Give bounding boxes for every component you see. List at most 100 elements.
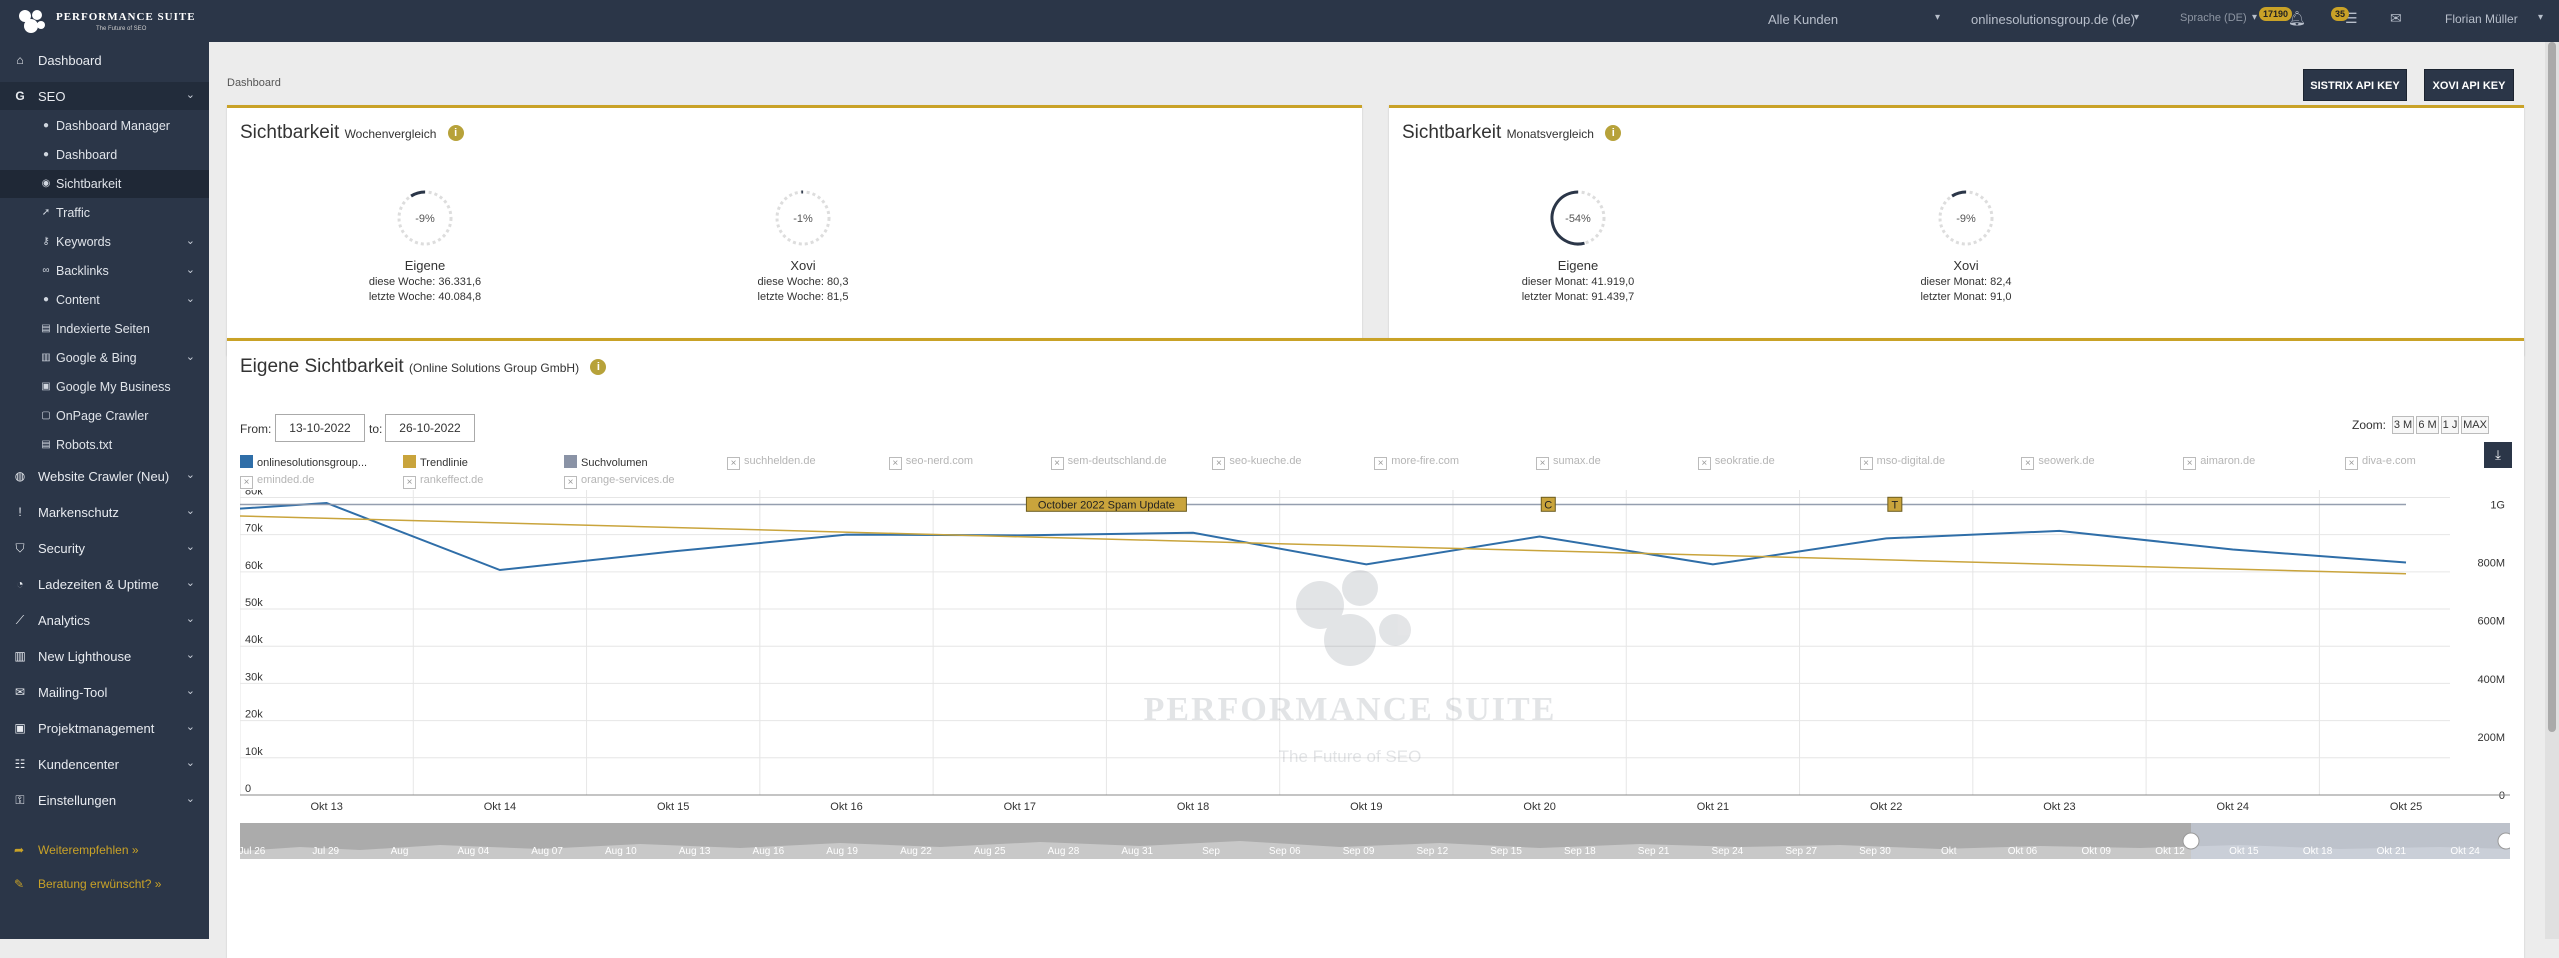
legend-item-inactive[interactable]: × seo-kueche.de bbox=[1212, 455, 1302, 470]
language-select[interactable]: Sprache (DE) bbox=[2180, 12, 2247, 24]
sidebar-item-ladezeiten[interactable]: ◔ Ladezeiten & Uptime ⌄ bbox=[0, 570, 209, 598]
to-label: to: bbox=[369, 422, 383, 436]
sidebar-item-website-crawler[interactable]: ◍ Website Crawler (Neu) ⌄ bbox=[0, 462, 209, 490]
bell-icon[interactable]: 🔔︎ bbox=[2288, 10, 2306, 26]
envelope-icon[interactable]: ✉ bbox=[2390, 10, 2402, 26]
domain-select-chevron-icon[interactable]: ▾ bbox=[2134, 12, 2140, 23]
sidebar-recommend-link[interactable]: ➦ Weiterempfehlen » bbox=[14, 843, 139, 857]
sidebar-item-kundencenter[interactable]: ☷ Kundencenter ⌄ bbox=[0, 750, 209, 778]
from-date-input[interactable]: 13-10-2022 bbox=[275, 414, 365, 442]
legend-item-inactive[interactable]: × seo-nerd.com bbox=[888, 455, 973, 470]
circle-icon: ● bbox=[42, 120, 50, 131]
domain-select[interactable]: onlinesolutionsgroup.de (de) bbox=[1971, 12, 2136, 27]
chart-icon: ▥ bbox=[14, 649, 26, 663]
navigator-label: Aug 25 bbox=[974, 846, 1006, 857]
sidebar-item-markenschutz[interactable]: ! Markenschutz ⌄ bbox=[0, 498, 209, 526]
sidebar-item-backlinks[interactable]: ∞ Backlinks ⌄ bbox=[0, 257, 209, 285]
gauge-arc bbox=[397, 190, 453, 246]
sidebar-item-seo[interactable]: G SEO ⌄ bbox=[0, 82, 209, 110]
sidebar-item-traffic[interactable]: ➚ Traffic bbox=[0, 199, 209, 227]
info-icon[interactable]: i bbox=[447, 125, 464, 141]
sidebar-item-label: Analytics bbox=[38, 613, 91, 628]
watermark-tagline: The Future of SEO bbox=[1279, 747, 1422, 766]
gauge-icon: ◔ bbox=[16, 577, 24, 591]
navigator-selection[interactable] bbox=[2191, 823, 2510, 859]
legend-item-inactive[interactable]: × orange-services.de bbox=[564, 474, 675, 489]
user-menu-chevron-icon[interactable]: ▾ bbox=[2538, 12, 2544, 23]
zoom-3m-button[interactable]: 3 M bbox=[2392, 416, 2414, 434]
navigator-handle-right[interactable] bbox=[2497, 832, 2510, 850]
user-menu[interactable]: Florian Müller bbox=[2445, 12, 2518, 26]
download-icon[interactable]: ⤓ bbox=[2484, 442, 2512, 468]
y-axis-tick-label: 30k bbox=[245, 671, 263, 683]
series-line-trend bbox=[240, 515, 2407, 575]
sidebar-item-projektmanagement[interactable]: ▣ Projektmanagement ⌄ bbox=[0, 714, 209, 742]
gauge-current: dieser Monat: 41.919,0 bbox=[1521, 276, 1635, 288]
legend-item-inactive[interactable]: × sem-deutschland.de bbox=[1050, 455, 1167, 470]
breadcrumb[interactable]: Dashboard bbox=[227, 77, 281, 89]
info-icon[interactable]: i bbox=[590, 359, 607, 375]
info-icon[interactable]: i bbox=[1605, 125, 1622, 141]
legend-item-inactive[interactable]: × diva-e.com bbox=[2345, 455, 2416, 470]
xovi-api-key-button[interactable]: XOVI API KEY bbox=[2424, 69, 2514, 101]
to-date-input[interactable]: 26-10-2022 bbox=[385, 414, 475, 442]
sidebar-consulting-link[interactable]: ✎ Beratung erwünscht? » bbox=[14, 877, 161, 891]
logo[interactable]: PERFORMANCE SUITE The Future of SEO bbox=[16, 6, 206, 36]
gauge-monthly-own: -54% Eigene dieser Monat: 41.919,0 letzt… bbox=[1488, 183, 1668, 303]
zoom-6m-button[interactable]: 6 M bbox=[2416, 416, 2439, 434]
legend-item-inactive[interactable]: × aimaron.de bbox=[2183, 455, 2255, 470]
sidebar-item-dashboard[interactable]: ⌂ Dashboard bbox=[0, 46, 209, 74]
x-axis-tick-label: Okt 21 bbox=[1697, 801, 1729, 813]
chart-icon: ▥ bbox=[41, 352, 51, 363]
navigator-labels: Jul 26 Jul 29 Aug Aug 04 Aug 07 Aug 10 Aug 13 A… bbox=[240, 846, 2480, 857]
sistrix-api-key-button[interactable]: SISTRIX API KEY bbox=[2303, 69, 2407, 101]
scrollbar-thumb[interactable] bbox=[2548, 42, 2556, 732]
chart-navigator[interactable]: Jul 26 Jul 29 Aug Aug 04 Aug 07 Aug 10 Aug 13 A… bbox=[240, 823, 2510, 859]
navigator-label: Sep bbox=[1202, 846, 1220, 857]
sidebar-item-google-my-business[interactable]: ▣ Google My Business bbox=[0, 373, 209, 401]
sidebar-item-sichtbarkeit[interactable]: ◉ Sichtbarkeit bbox=[0, 170, 209, 198]
customer-select[interactable]: Alle Kunden bbox=[1768, 12, 1839, 27]
chevron-down-icon: ⌄ bbox=[185, 757, 195, 769]
legend-item-search-volume[interactable]: Suchvolumen bbox=[564, 455, 648, 469]
briefcase-icon: ▣ bbox=[14, 721, 26, 735]
legend-item-inactive[interactable]: × seokratie.de bbox=[1697, 455, 1775, 470]
sidebar-item-google-bing[interactable]: ▥ Google & Bing ⌄ bbox=[0, 344, 209, 372]
gauge-percent: -9% bbox=[1956, 213, 1976, 225]
panel-title: Sichtbarkeit Wochenvergleich i bbox=[240, 122, 464, 144]
sidebar-item-robots-txt[interactable]: ▤ Robots.txt bbox=[0, 431, 209, 459]
legend-item-inactive[interactable]: × seowerk.de bbox=[2021, 455, 2095, 470]
legend-item-own[interactable]: onlinesolutionsgroup... bbox=[240, 455, 367, 469]
legend-item-inactive[interactable]: × more-fire.com bbox=[1374, 455, 1459, 470]
sidebar-item-new-lighthouse[interactable]: ▥ New Lighthouse ⌄ bbox=[0, 642, 209, 670]
legend-item-inactive[interactable]: × rankeffect.de bbox=[403, 474, 483, 489]
customer-select-chevron-icon[interactable]: ▾ bbox=[1935, 12, 1941, 23]
legend-item-inactive[interactable]: × eminded.de bbox=[240, 474, 315, 489]
zoom-max-button[interactable]: MAX bbox=[2461, 416, 2489, 434]
sidebar-item-label: Traffic bbox=[56, 206, 91, 220]
sidebar-item-keywords[interactable]: ⚷ Keywords ⌄ bbox=[0, 228, 209, 256]
x-axis-tick-label: Okt 18 bbox=[1177, 801, 1209, 813]
sidebar-item-indexierte-seiten[interactable]: ▤ Indexierte Seiten bbox=[0, 315, 209, 343]
google-icon: G bbox=[15, 89, 25, 103]
navigator-handle-left[interactable] bbox=[2182, 832, 2200, 850]
annotation-flag bbox=[1887, 496, 1903, 512]
sidebar-item-label: Google & Bing bbox=[56, 351, 137, 365]
legend-item-inactive[interactable]: × mso-digital.de bbox=[1859, 455, 1945, 470]
sidebar-item-seo-dashboard[interactable]: ● Dashboard bbox=[0, 141, 209, 169]
language-chevron-icon[interactable]: ▾ bbox=[2252, 12, 2258, 23]
legend-item-trend[interactable]: Trendlinie bbox=[403, 455, 468, 469]
sidebar-item-mailing-tool[interactable]: ✉ Mailing-Tool ⌄ bbox=[0, 678, 209, 706]
legend-item-inactive[interactable]: × suchhelden.de bbox=[727, 455, 816, 470]
sidebar-item-security[interactable]: ⛉ Security ⌄ bbox=[0, 534, 209, 562]
sidebar-item-analytics[interactable]: ⟋ Analytics ⌄ bbox=[0, 606, 209, 634]
page-scrollbar[interactable] bbox=[2545, 42, 2559, 939]
sidebar-item-einstellungen[interactable]: ⚿ Einstellungen ⌄ bbox=[0, 786, 209, 814]
navigator-label: Sep 27 bbox=[1785, 846, 1817, 857]
sidebar-item-dashboard-manager[interactable]: ● Dashboard Manager bbox=[0, 112, 209, 140]
zoom-1j-button[interactable]: 1 J bbox=[2441, 416, 2459, 434]
sidebar-item-content[interactable]: ● Content ⌄ bbox=[0, 286, 209, 314]
legend-item-inactive[interactable]: × sumax.de bbox=[1536, 455, 1601, 470]
sidebar-item-onpage-crawler[interactable]: ▢ OnPage Crawler bbox=[0, 402, 209, 430]
home-icon: ⌂ bbox=[16, 53, 24, 67]
